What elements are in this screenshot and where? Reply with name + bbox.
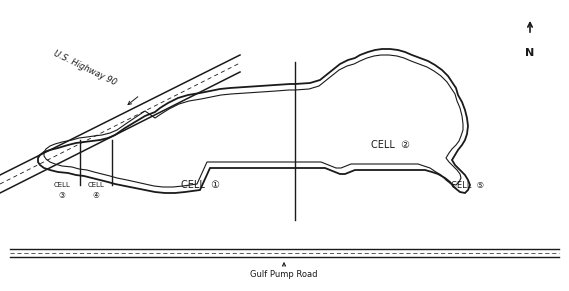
Text: Gulf Pump Road: Gulf Pump Road [250, 270, 318, 279]
Text: CELL: CELL [88, 182, 105, 188]
Text: U.S. Highway 90: U.S. Highway 90 [52, 49, 118, 87]
Text: CELL  ②: CELL ② [370, 140, 410, 150]
Text: N: N [525, 48, 535, 58]
Text: CELL: CELL [53, 182, 71, 188]
Text: CELL  ⑤: CELL ⑤ [451, 180, 485, 189]
Text: ④: ④ [93, 191, 100, 200]
Text: ③: ③ [59, 191, 65, 200]
Text: CELL  ①: CELL ① [180, 180, 220, 190]
